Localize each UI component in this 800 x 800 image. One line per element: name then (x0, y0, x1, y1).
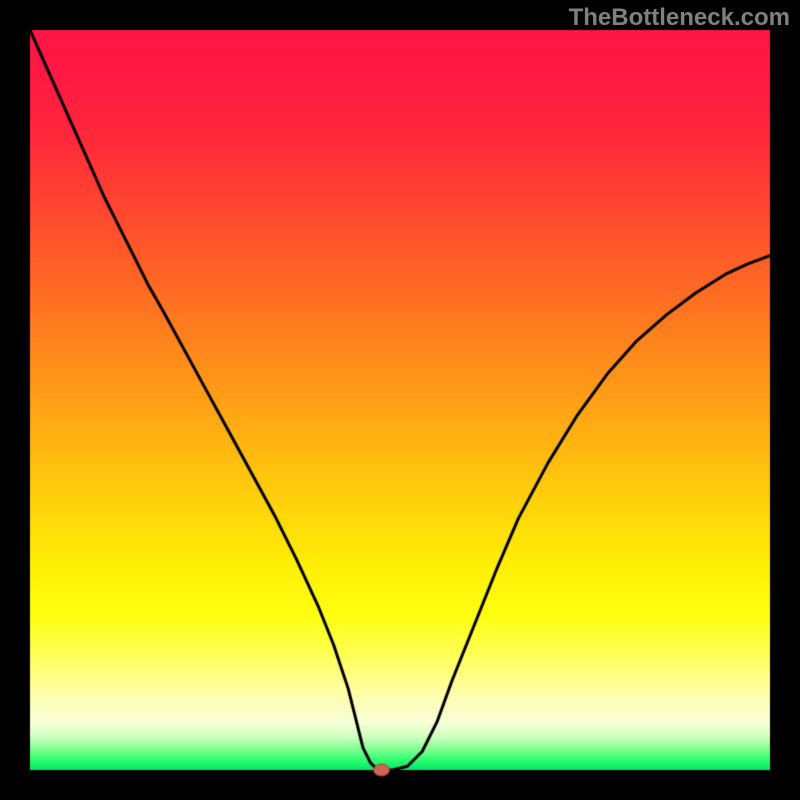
bottleneck-curve-plot (0, 0, 800, 800)
watermark-text: TheBottleneck.com (569, 4, 790, 32)
chart-container: TheBottleneck.com (0, 0, 800, 800)
